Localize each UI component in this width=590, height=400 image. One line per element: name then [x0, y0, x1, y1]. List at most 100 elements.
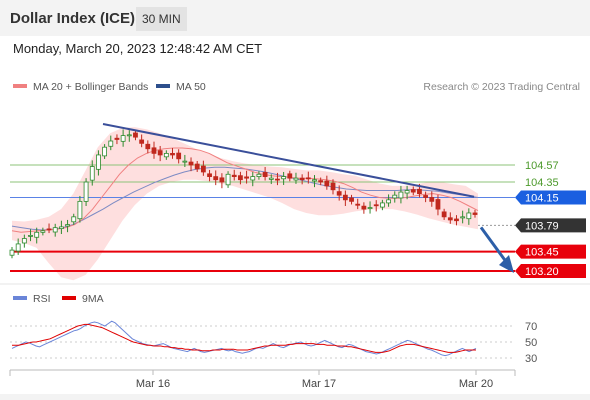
- candle-body: [139, 139, 145, 144]
- legend-swatch-rsi: [13, 296, 27, 300]
- candle-body: [77, 200, 83, 220]
- candle-body: [213, 176, 219, 181]
- rsi-title: RSI: [33, 293, 51, 305]
- candle-body: [342, 194, 348, 201]
- candle-body: [472, 212, 478, 215]
- candle-body: [114, 137, 120, 140]
- candle-body: [262, 172, 268, 178]
- candle-body: [71, 216, 77, 223]
- candle-body: [287, 173, 293, 179]
- candle-body: [336, 191, 342, 196]
- level-tag-103.79: [515, 218, 586, 233]
- x-tick-label: Mar 20: [459, 378, 493, 390]
- candle-body: [435, 199, 441, 210]
- candle-body: [361, 205, 367, 210]
- legend-swatch-ma50: [156, 84, 170, 88]
- x-tick-label: Mar 16: [136, 378, 170, 390]
- candle-body: [9, 249, 15, 256]
- candle-body: [324, 180, 330, 187]
- candle-body: [219, 177, 225, 183]
- candle-body: [423, 195, 429, 198]
- candle-body: [305, 177, 311, 180]
- candle-body: [15, 243, 21, 252]
- candle-body: [447, 217, 453, 221]
- legend-swatch-ma20: [13, 84, 27, 88]
- trendline: [102, 123, 475, 198]
- datetime-label: Monday, March 20, 2023 12:48:42 AM CET: [13, 41, 263, 56]
- candle-body: [28, 235, 33, 237]
- candle-body: [58, 226, 64, 230]
- candle-body: [318, 180, 324, 183]
- candle-body: [410, 189, 416, 193]
- candle-body: [194, 163, 200, 170]
- candle-body: [244, 176, 249, 179]
- candle-body: [182, 160, 188, 163]
- level-label-103.20: 103.20: [525, 266, 559, 278]
- candle-body: [176, 152, 182, 160]
- copyright-label: Research © 2023 Trading Central: [423, 81, 580, 93]
- timeframe-button[interactable]: 30 MIN: [136, 7, 187, 31]
- candle-body: [40, 230, 46, 233]
- level-label-104.35: 104.35: [525, 177, 559, 189]
- candle-body: [170, 152, 175, 156]
- legend-label-ma50: MA 50: [176, 81, 206, 93]
- candle-body: [225, 173, 231, 186]
- candle-body: [250, 176, 256, 181]
- candle-body: [386, 199, 391, 204]
- candle-body: [120, 135, 126, 142]
- candle-body: [65, 224, 70, 227]
- legend-label-ma20: MA 20 + Bollinger Bands: [33, 81, 148, 93]
- candle-body: [207, 173, 212, 178]
- candle-body: [157, 150, 163, 156]
- candle-body: [145, 143, 151, 150]
- candle-body: [108, 140, 114, 147]
- candle-body: [373, 204, 379, 207]
- level-tag-104.15: [515, 190, 586, 205]
- instrument-title: Dollar Index (ICE): [10, 10, 136, 27]
- candle-body: [188, 161, 194, 166]
- candle-body: [299, 177, 305, 181]
- candle-body: [281, 176, 287, 180]
- bottom-bar: [0, 394, 590, 400]
- candle-body: [46, 228, 52, 231]
- candle-body: [429, 197, 435, 202]
- candle-body: [379, 202, 385, 208]
- level-tag-103.20: [515, 264, 586, 278]
- candle-body: [102, 146, 107, 157]
- candle-body: [89, 166, 95, 181]
- rsi-ma-line: [12, 323, 476, 353]
- legend-swatch-rsi-ma: [62, 296, 76, 300]
- level-label-103.79: 103.79: [525, 220, 559, 232]
- rsi-level-label-70: 70: [525, 321, 537, 333]
- candle-body: [231, 174, 237, 178]
- candle-body: [460, 216, 466, 219]
- rsi-ma-label: 9MA: [82, 293, 104, 305]
- candle-body: [466, 212, 472, 220]
- candle-body: [349, 197, 354, 202]
- forecast-arrow-shaft: [479, 226, 509, 264]
- candle-body: [126, 134, 132, 137]
- level-tag-103.45: [515, 244, 586, 259]
- candle-body: [454, 218, 459, 222]
- candle-body: [21, 238, 27, 244]
- candle-body: [417, 188, 422, 195]
- candle-body: [133, 132, 138, 138]
- candle-body: [34, 231, 40, 238]
- level-label-103.45: 103.45: [525, 247, 559, 259]
- chart-header: Dollar Index (ICE) 30 MIN: [0, 0, 590, 36]
- candle-body: [163, 152, 169, 158]
- candle-body: [52, 227, 58, 233]
- rsi-line: [11, 320, 477, 357]
- candle-body: [355, 203, 361, 206]
- candle-body: [256, 173, 262, 178]
- candle-body: [293, 177, 299, 181]
- level-label-104.15: 104.15: [525, 192, 559, 204]
- candle-body: [96, 154, 101, 170]
- candle-body: [330, 182, 336, 191]
- candle-body: [275, 178, 280, 181]
- rsi-level-label-30: 30: [525, 353, 537, 365]
- candle-body: [392, 194, 398, 199]
- candle-body: [312, 179, 317, 182]
- rsi-level-label-50: 50: [525, 337, 537, 349]
